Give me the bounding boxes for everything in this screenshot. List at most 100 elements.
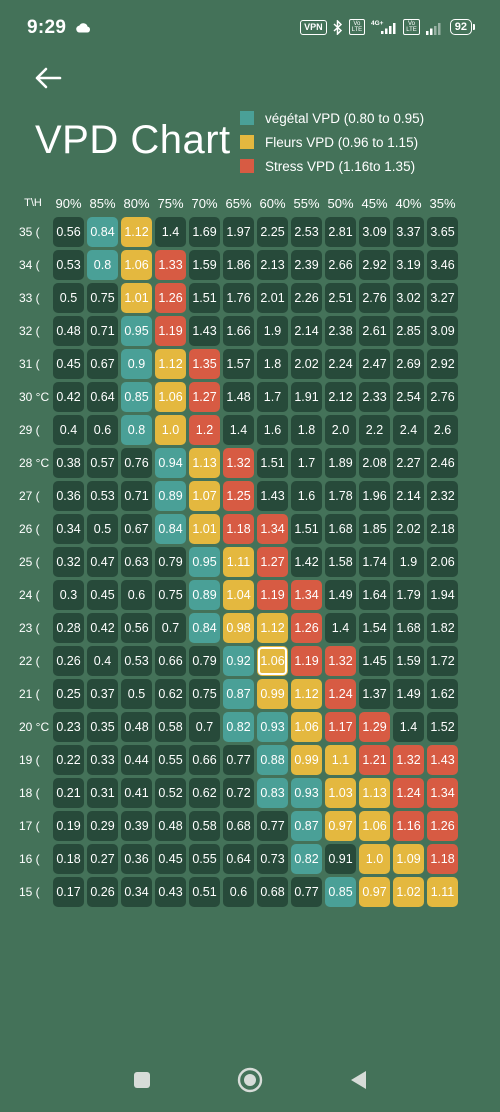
vpd-cell[interactable]: 0.45 (155, 844, 186, 874)
vpd-cell[interactable]: 0.75 (155, 580, 186, 610)
vpd-cell[interactable]: 1.24 (393, 778, 424, 808)
vpd-cell[interactable]: 1.29 (359, 712, 390, 742)
vpd-cell[interactable]: 1.7 (257, 382, 288, 412)
vpd-cell[interactable]: 2.06 (427, 547, 458, 577)
vpd-cell[interactable]: 1.19 (291, 646, 322, 676)
vpd-cell[interactable]: 0.42 (87, 613, 118, 643)
vpd-cell[interactable]: 2.24 (325, 349, 356, 379)
vpd-cell[interactable]: 1.43 (257, 481, 288, 511)
vpd-cell[interactable]: 1.66 (223, 316, 254, 346)
vpd-cell[interactable]: 1.7 (291, 448, 322, 478)
vpd-cell[interactable]: 1.9 (257, 316, 288, 346)
vpd-cell[interactable]: 1.6 (291, 481, 322, 511)
vpd-cell[interactable]: 1.58 (325, 547, 356, 577)
vpd-cell[interactable]: 0.52 (155, 778, 186, 808)
vpd-cell[interactable]: 0.31 (87, 778, 118, 808)
vpd-cell[interactable]: 0.72 (223, 778, 254, 808)
vpd-cell[interactable]: 0.27 (87, 844, 118, 874)
vpd-cell[interactable]: 0.89 (155, 481, 186, 511)
vpd-cell[interactable]: 2.85 (393, 316, 424, 346)
vpd-cell[interactable]: 0.19 (53, 811, 84, 841)
vpd-cell[interactable]: 0.56 (53, 217, 84, 247)
vpd-cell[interactable]: 1.18 (427, 844, 458, 874)
vpd-cell[interactable]: 1.12 (291, 679, 322, 709)
vpd-cell[interactable]: 2.47 (359, 349, 390, 379)
vpd-cell[interactable]: 1.96 (359, 481, 390, 511)
vpd-cell[interactable]: 0.98 (223, 613, 254, 643)
vpd-cell[interactable]: 0.9 (121, 349, 152, 379)
vpd-cell[interactable]: 2.92 (427, 349, 458, 379)
vpd-cell[interactable]: 0.89 (189, 580, 220, 610)
vpd-cell[interactable]: 1.57 (223, 349, 254, 379)
vpd-cell[interactable]: 0.32 (53, 547, 84, 577)
vpd-cell[interactable]: 0.6 (121, 580, 152, 610)
vpd-cell[interactable]: 0.7 (155, 613, 186, 643)
vpd-cell[interactable]: 2.02 (393, 514, 424, 544)
vpd-cell[interactable]: 0.5 (53, 283, 84, 313)
vpd-cell[interactable]: 0.93 (257, 712, 288, 742)
vpd-cell[interactable]: 0.6 (223, 877, 254, 907)
vpd-cell[interactable]: 1.8 (257, 349, 288, 379)
vpd-cell[interactable]: 1.12 (155, 349, 186, 379)
vpd-cell[interactable]: 2.26 (291, 283, 322, 313)
vpd-cell[interactable]: 1.45 (359, 646, 390, 676)
vpd-cell[interactable]: 1.26 (427, 811, 458, 841)
vpd-cell[interactable]: 3.65 (427, 217, 458, 247)
vpd-cell[interactable]: 1.37 (359, 679, 390, 709)
vpd-cell[interactable]: 0.18 (53, 844, 84, 874)
vpd-cell[interactable]: 0.45 (53, 349, 84, 379)
back-button[interactable] (344, 1066, 372, 1094)
vpd-cell[interactable]: 2.4 (393, 415, 424, 445)
vpd-cell[interactable]: 1.21 (359, 745, 390, 775)
vpd-cell[interactable]: 1.74 (359, 547, 390, 577)
vpd-cell[interactable]: 1.42 (291, 547, 322, 577)
vpd-cell[interactable]: 0.76 (121, 448, 152, 478)
vpd-cell[interactable]: 2.27 (393, 448, 424, 478)
vpd-cell[interactable]: 0.48 (121, 712, 152, 742)
vpd-cell[interactable]: 1.85 (359, 514, 390, 544)
vpd-cell[interactable]: 0.71 (121, 481, 152, 511)
vpd-cell[interactable]: 0.48 (155, 811, 186, 841)
vpd-cell[interactable]: 1.27 (257, 547, 288, 577)
vpd-cell[interactable]: 1.49 (393, 679, 424, 709)
vpd-cell[interactable]: 1.06 (155, 382, 186, 412)
vpd-cell[interactable]: 0.37 (87, 679, 118, 709)
vpd-cell[interactable]: 1.11 (427, 877, 458, 907)
vpd-cell[interactable]: 2.76 (359, 283, 390, 313)
vpd-cell[interactable]: 3.19 (393, 250, 424, 280)
vpd-cell[interactable]: 2.69 (393, 349, 424, 379)
vpd-cell[interactable]: 1.9 (393, 547, 424, 577)
vpd-cell[interactable]: 1.76 (223, 283, 254, 313)
vpd-cell[interactable]: 1.01 (189, 514, 220, 544)
vpd-cell[interactable]: 1.32 (393, 745, 424, 775)
vpd-cell[interactable]: 0.3 (53, 580, 84, 610)
vpd-cell[interactable]: 0.53 (121, 646, 152, 676)
vpd-cell[interactable]: 3.37 (393, 217, 424, 247)
vpd-cell[interactable]: 0.97 (359, 877, 390, 907)
vpd-cell[interactable]: 0.68 (257, 877, 288, 907)
vpd-cell[interactable]: 2.14 (291, 316, 322, 346)
vpd-cell[interactable]: 2.76 (427, 382, 458, 412)
vpd-cell[interactable]: 3.09 (427, 316, 458, 346)
vpd-cell[interactable]: 2.01 (257, 283, 288, 313)
vpd-cell[interactable]: 2.25 (257, 217, 288, 247)
vpd-cell[interactable]: 1.62 (427, 679, 458, 709)
vpd-cell[interactable]: 2.61 (359, 316, 390, 346)
vpd-cell[interactable]: 1.26 (291, 613, 322, 643)
vpd-cell[interactable]: 1.06 (359, 811, 390, 841)
vpd-cell[interactable]: 0.8 (87, 250, 118, 280)
vpd-cell[interactable]: 0.53 (53, 250, 84, 280)
vpd-cell[interactable]: 1.34 (257, 514, 288, 544)
vpd-cell[interactable]: 1.06 (257, 646, 288, 676)
vpd-cell[interactable]: 1.0 (359, 844, 390, 874)
vpd-cell[interactable]: 3.02 (393, 283, 424, 313)
vpd-cell[interactable]: 0.26 (87, 877, 118, 907)
vpd-cell[interactable]: 0.7 (189, 712, 220, 742)
vpd-cell[interactable]: 2.6 (427, 415, 458, 445)
vpd-cell[interactable]: 2.13 (257, 250, 288, 280)
vpd-cell[interactable]: 0.4 (87, 646, 118, 676)
vpd-cell[interactable]: 1.03 (325, 778, 356, 808)
vpd-cell[interactable]: 1.4 (223, 415, 254, 445)
vpd-cell[interactable]: 1.33 (155, 250, 186, 280)
vpd-cell[interactable]: 1.2 (189, 415, 220, 445)
